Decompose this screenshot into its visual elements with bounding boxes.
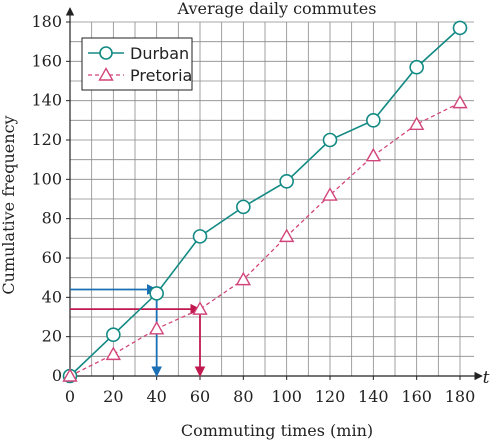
y-tick-label: 100 [31, 169, 62, 188]
y-tick-label: 60 [42, 248, 62, 267]
data-point-pretoria [408, 116, 425, 130]
x-tick-label: 160 [401, 387, 432, 406]
y-tick-label: 20 [42, 327, 62, 346]
y-axis-label: Cumulative frequency [0, 115, 18, 294]
data-point-pretoria [278, 228, 295, 243]
axes [65, 7, 483, 381]
x-tick-label: 120 [315, 387, 346, 406]
data-point-durban [192, 229, 208, 244]
x-axis-symbol: t [483, 368, 490, 388]
legend: Durban Pretoria [81, 37, 193, 91]
y-tick-label: 80 [42, 209, 62, 228]
data-point-durban [409, 59, 424, 75]
data-point-pretoria [322, 187, 338, 201]
series-durban [62, 20, 468, 384]
legend-label-durban: Durban [130, 44, 189, 63]
data-point-pretoria [148, 320, 165, 335]
series-layer [62, 20, 468, 384]
chart-title: Average daily commutes [177, 0, 377, 18]
legend-marker-durban [99, 46, 113, 60]
data-point-pretoria [365, 147, 382, 162]
x-tick-label: 140 [358, 387, 389, 406]
y-tick-label: 120 [31, 130, 62, 149]
x-tick-label: 60 [190, 387, 210, 406]
y-tick-label: 140 [31, 91, 62, 110]
data-point-pretoria [452, 94, 468, 109]
x-axis-label: Commuting times (min) [181, 421, 373, 440]
tick-labels: 0 20 40 60 80 100 120 140 160 180 0 20 40 60 80 100 120 1… [31, 12, 475, 406]
legend-label-pretoria: Pretoria [130, 66, 192, 85]
data-point-pretoria [192, 301, 208, 315]
x-tick-label: 20 [103, 387, 123, 406]
legend-marker-pretoria [98, 67, 114, 81]
data-point-durban [452, 20, 468, 36]
data-point-durban [236, 199, 251, 215]
series-line-pretoria [69, 102, 461, 377]
legend-box [81, 37, 193, 91]
x-tick-label: 40 [146, 387, 166, 406]
y-tick-label: 40 [42, 287, 62, 306]
x-tick-label: 0 [65, 387, 75, 406]
data-point-durban [279, 174, 294, 189]
data-point-durban [322, 132, 338, 148]
series-pretoria [62, 94, 468, 382]
data-point-pretoria [235, 271, 252, 286]
y-tick-label: 160 [31, 51, 62, 70]
data-point-durban [149, 286, 164, 301]
data-point-durban [106, 327, 121, 343]
y-tick-label: 0 [52, 366, 62, 385]
x-tick-label: 100 [271, 387, 302, 406]
series-line-durban [69, 27, 461, 377]
data-point-pretoria [105, 346, 122, 361]
data-point-durban [366, 113, 381, 128]
data-point-pretoria [62, 368, 78, 382]
x-tick-label: 80 [233, 387, 253, 406]
y-tick-label: 180 [31, 12, 62, 31]
x-tick-label: 180 [445, 387, 476, 406]
